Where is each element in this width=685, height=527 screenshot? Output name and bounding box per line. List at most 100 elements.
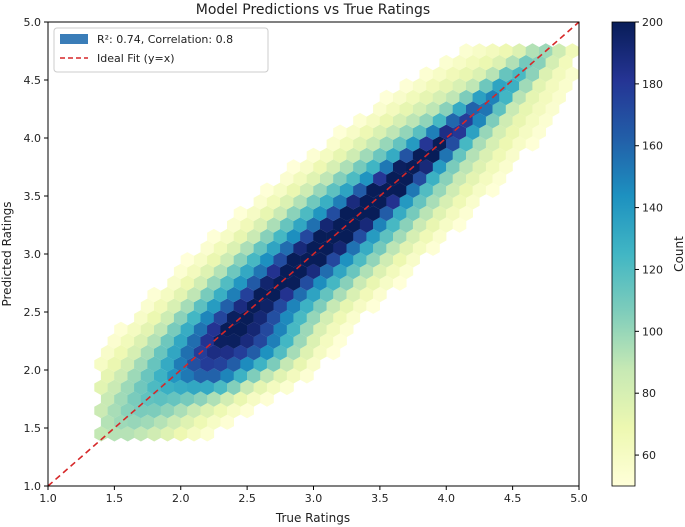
hexbin-cell: [359, 217, 374, 233]
hexbin-cell: [220, 252, 234, 268]
hexbin-cell: [240, 379, 254, 396]
hexbin-cell: [326, 344, 341, 361]
hexbin-cell: [260, 368, 274, 384]
hexbin-cell: [532, 124, 546, 140]
hexbin-cell: [452, 194, 467, 210]
hexbin-cell: [160, 356, 175, 372]
hexbin-cell: [140, 368, 155, 384]
hexbin-cell: [393, 159, 407, 175]
hexbin-cell: [207, 414, 221, 430]
hexbin-cell: [213, 240, 228, 256]
hexbin-cell: [512, 136, 527, 152]
hexbin-cell: [359, 124, 374, 140]
hexbin-cell: [412, 124, 427, 140]
hexbin-cell: [485, 112, 500, 129]
legend-label-ideal: Ideal Fit (y=x): [97, 52, 175, 65]
hexbin-cell: [359, 147, 374, 164]
hexbin-cell: [512, 89, 527, 106]
hexbin-cell: [479, 170, 493, 187]
hexbin-cell: [253, 333, 268, 349]
hexbin-cell: [565, 66, 580, 82]
hexbin-cell: [280, 170, 294, 187]
hexbin-cell: [306, 286, 321, 303]
hexbin-cell: [313, 205, 327, 222]
hexbin-cell: [140, 344, 155, 361]
hexbin-cell: [147, 310, 161, 326]
hexbin-cell: [140, 414, 155, 430]
hexbin-cell: [233, 368, 248, 384]
hexbin-cell: [94, 379, 108, 396]
hexbin-cell: [147, 356, 161, 372]
hexbin-cell: [180, 321, 195, 338]
hexbin-cell: [94, 402, 108, 419]
hexbin-cell: [154, 368, 168, 384]
hexbin-cell: [346, 310, 361, 326]
hexbin-cell: [359, 170, 374, 187]
hexbin-cell: [485, 43, 500, 59]
hexbin-cell: [419, 66, 434, 82]
y-tick-label: 1.5: [24, 422, 42, 435]
hexbin-cell: [373, 217, 387, 233]
hexbin-cell: [492, 170, 507, 187]
hexbin-cell: [333, 333, 347, 349]
hexbin-cell: [207, 298, 221, 314]
hexbin-cell: [320, 147, 334, 164]
hexbin-cell: [306, 217, 321, 233]
hexbin-cell: [399, 217, 414, 233]
hexbin-cell: [247, 205, 261, 222]
hexbin-cell: [247, 252, 261, 268]
hexbin-cell: [280, 217, 294, 233]
hexbin-cell: [366, 136, 380, 152]
hexbin-cell: [247, 344, 261, 361]
legend-box: [53, 27, 269, 73]
y-tick-label: 5.0: [24, 16, 42, 29]
hexbin-cell: [213, 402, 228, 419]
hexbin-cell: [266, 333, 281, 349]
hexbin-cell: [147, 333, 161, 349]
hexbin-cell: [114, 344, 128, 361]
hexbin-cell: [167, 414, 181, 430]
hexbin-cell: [240, 333, 254, 349]
hexbin-cell: [373, 101, 387, 117]
hexbin-cell: [320, 333, 334, 349]
hexbin-cell: [479, 124, 493, 140]
x-axis-ticks: 1.0 1.5 2.0 2.5 3.0 3.5 4.0 4.5 5.0: [39, 486, 588, 505]
hexbin-cell: [346, 286, 361, 303]
hexbin-cell: [399, 101, 414, 117]
hexbin-cell: [180, 368, 195, 384]
hexbin-cell: [140, 298, 155, 314]
hexbin-cell: [120, 426, 135, 442]
hexbin-cell: [446, 89, 460, 106]
hexbin-cell: [286, 228, 301, 245]
hexbin-cell: [266, 263, 281, 280]
hexbin-cell: [399, 240, 414, 256]
hexbin-cell: [359, 286, 374, 303]
hexbin-cell: [346, 240, 361, 256]
hexbin-cell: [432, 182, 447, 198]
hexbin-cell: [147, 402, 161, 419]
hexbin-cell: [193, 391, 208, 407]
colorbar-tick-label: 160: [642, 140, 663, 153]
hexbin-cell: [100, 368, 115, 384]
hexbin-cell: [273, 205, 288, 222]
hexbin-cell: [452, 78, 467, 94]
hexbin-cell: [253, 356, 268, 372]
hexbin-cell: [227, 356, 241, 372]
hexbin-cell: [180, 275, 195, 291]
hexbin-cell: [286, 182, 301, 198]
hexbin-cell: [426, 240, 440, 256]
hexbin-cell: [134, 379, 148, 396]
hexbin-cell: [499, 136, 513, 152]
hexbin-cell: [419, 136, 434, 152]
x-tick-label: 3.0: [305, 492, 323, 505]
y-axis-label: Predicted Ratings: [0, 201, 14, 306]
hexbin-cell: [134, 333, 148, 349]
hexbin-cell: [280, 379, 294, 396]
hexbin-cell: [459, 205, 473, 222]
hexbin-cell: [406, 228, 420, 245]
hexbin-cell: [173, 286, 188, 303]
hexbin-cell: [485, 182, 500, 198]
hexbin-cell: [339, 321, 354, 338]
hexbin-cell: [386, 240, 400, 256]
hexbin-cell: [386, 263, 400, 280]
